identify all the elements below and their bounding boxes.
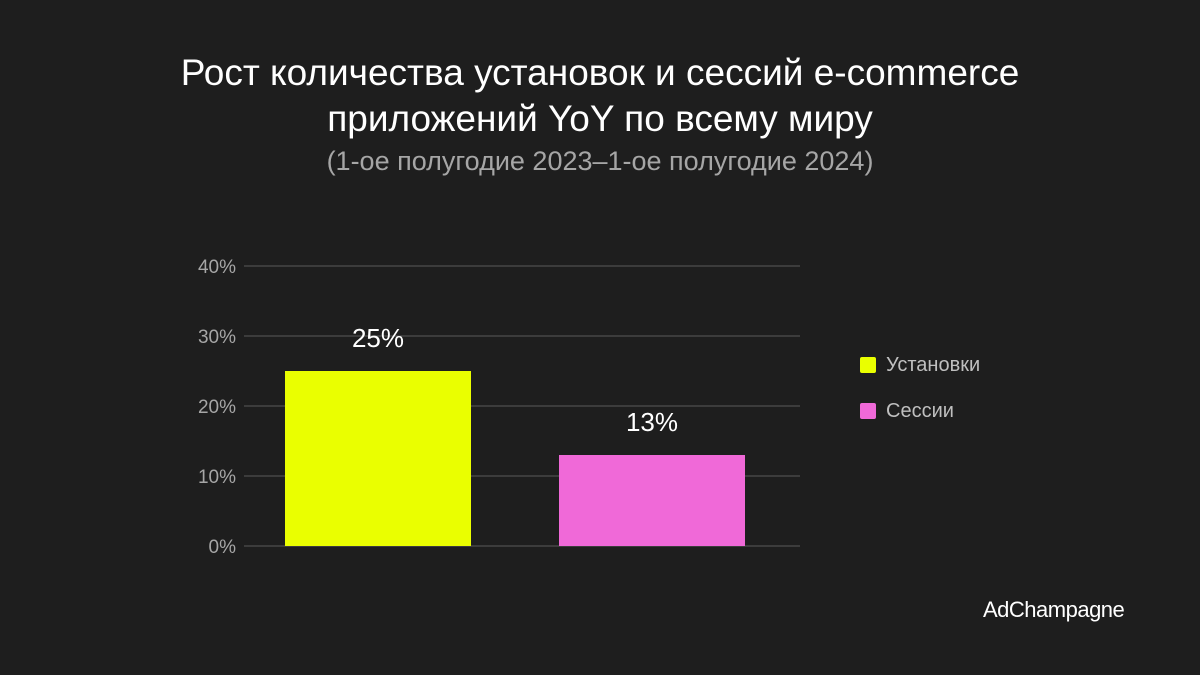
legend-label-installs: Установки (886, 353, 981, 376)
chart-title-line-2: приложений YoY по всему миру (327, 98, 873, 139)
legend-swatch-sessions (860, 403, 876, 419)
legend-swatch-installs (860, 357, 876, 373)
y-tick-label-0: 0% (209, 537, 237, 558)
chart-title-line-1: Рост количества установок и сессий e-com… (180, 52, 1020, 93)
bar-installs (285, 371, 471, 546)
legend-label-sessions: Сессии (886, 399, 954, 422)
y-tick-label-30: 30% (198, 327, 236, 348)
data-label-sessions: 13% (626, 407, 678, 437)
chart-title: Рост количества установок и сессий e-com… (0, 50, 1200, 142)
data-label-installs: 25% (352, 323, 404, 353)
y-tick-label-10: 10% (198, 467, 236, 488)
chart-legend: Установки Сессии (860, 350, 980, 442)
y-tick-label-20: 20% (198, 397, 236, 418)
y-tick-label-40: 40% (198, 257, 236, 278)
chart-subtitle: (1-ое полугодие 2023–1-ое полугодие 2024… (326, 146, 874, 176)
bar-sessions (559, 455, 745, 546)
legend-item-sessions: Сессии (860, 396, 980, 426)
legend-item-installs: Установки (860, 350, 980, 380)
brand-logo: AdChampagne (983, 597, 1125, 622)
